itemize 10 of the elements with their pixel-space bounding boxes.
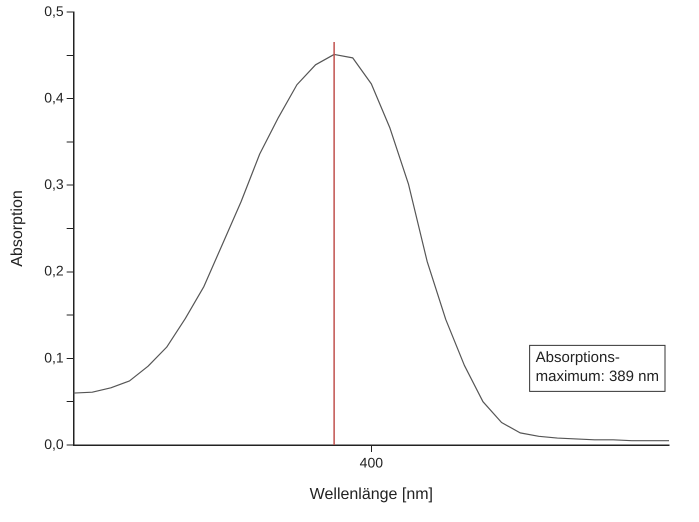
y-tick-label: 0,4 xyxy=(44,89,64,106)
y-tick-label: 0,0 xyxy=(44,436,64,452)
text: Absorptions- maximum: 389 nm xyxy=(536,349,660,386)
x-tick-label: 400 xyxy=(360,454,384,470)
y-tick-label: 0,2 xyxy=(44,262,64,279)
y-tick-label: 0,5 xyxy=(44,2,64,19)
y-tick-label: 0,3 xyxy=(44,176,64,192)
x-axis-title: Wellenlänge [nm] xyxy=(310,486,433,503)
y-tick-label: 0,1 xyxy=(44,349,64,366)
y-axis-title: Absorption xyxy=(9,190,26,267)
